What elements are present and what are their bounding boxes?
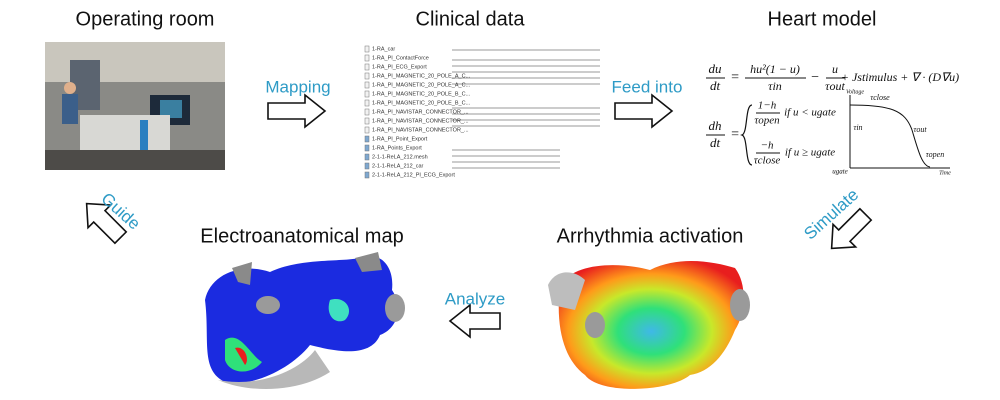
graph-label: Time (939, 170, 951, 176)
file-name: 1-RA_PI_MAGNETIC_20_POLE_B_C... (372, 91, 471, 97)
file-icon (364, 126, 370, 134)
node-title: Clinical data (416, 8, 526, 30)
graph-label: Voltage (846, 89, 864, 95)
clinical-table (452, 49, 600, 169)
ap-graph (849, 95, 950, 169)
eq-term: τout (825, 79, 845, 93)
brace (740, 104, 753, 166)
eq-term: if u < ugate (784, 107, 836, 119)
graph-label: τout (913, 125, 927, 134)
eq-term: dh (709, 118, 722, 133)
node-title: Arrhythmia activation (557, 225, 744, 247)
arrow-up-left (85, 202, 128, 245)
graph-label: τopen (926, 150, 944, 159)
file-name: 1-RA_PI_ContactForce (372, 55, 429, 61)
eq-term: du (709, 61, 723, 76)
file-name: 1-RA_PI_NAVISTAR_CONNECTOR_... (372, 127, 469, 133)
file-icon (364, 171, 370, 179)
eq-term: τopen (754, 115, 780, 127)
arrow-right (267, 93, 327, 129)
operating-room-photo (45, 42, 225, 170)
file-name: 1-RA_car (372, 46, 395, 52)
file-icon (364, 117, 370, 125)
file-icon (364, 63, 370, 71)
eq-term: = (730, 70, 739, 85)
eq-term: u (832, 62, 838, 76)
node-title: Electroanatomical map (200, 225, 403, 247)
eq-term: dt (710, 135, 721, 150)
file-name: 2-1-1-ReLA_212.mesh (372, 154, 428, 160)
file-name: 1-RA_PI_MAGNETIC_20_POLE_A_C... (372, 82, 471, 88)
file-name: 2-1-1-ReLA_212_PI_ECG_Export (372, 172, 455, 178)
node-title: Operating room (76, 8, 215, 30)
file-name: 1-RA_PI_ECG_Export (372, 64, 427, 70)
edge-label: Analyze (445, 289, 505, 308)
arrhythmia-activation (548, 261, 750, 389)
eq-term: = (730, 127, 739, 142)
edge-label: Feed into (612, 77, 683, 96)
eq-term: hu²(1 − u) (750, 62, 800, 76)
edge-label: Mapping (265, 77, 330, 96)
eq-term: 1−h (758, 100, 777, 112)
file-icon (364, 153, 370, 161)
electroanatomical-map (205, 252, 405, 390)
file-name: 1-RA_PI_MAGNETIC_20_POLE_A_C... (372, 73, 471, 79)
file-name: 1-RA_PI_NAVISTAR_CONNECTOR_... (372, 118, 469, 124)
eq-term: dt (710, 78, 721, 93)
file-name: 1-RA_PI_MAGNETIC_20_POLE_B_C... (372, 100, 471, 106)
eq-term: τin (768, 79, 782, 93)
graph-label: τin (853, 123, 862, 132)
eq-term: τclose (754, 155, 781, 167)
arrow-left (448, 303, 501, 339)
file-icon (364, 99, 370, 107)
eq-term: + Jstimulus + ∇ · (D∇u) (841, 70, 959, 84)
file-icon (364, 108, 370, 116)
file-icon (364, 45, 370, 53)
node-title: Heart model (768, 8, 877, 30)
file-icon (364, 162, 370, 170)
file-icon (364, 144, 370, 152)
file-icon (364, 81, 370, 89)
file-name: 1-RA_PI_NAVISTAR_CONNECTOR_... (372, 109, 469, 115)
arrow-right (614, 93, 674, 129)
file-icon (364, 54, 370, 62)
file-name: 2-1-1-ReLA_212_car (372, 163, 424, 169)
graph-label: τclose (870, 93, 890, 102)
eq-term: if u ≥ ugate (785, 147, 835, 159)
file-icon (364, 72, 370, 80)
arrow-down-left (830, 207, 873, 250)
file-icon (364, 135, 370, 143)
file-name: 1-RA_PI_Point_Export (372, 136, 428, 142)
eq-term: − (810, 70, 819, 85)
file-name: 1-RA_Points_Export (372, 145, 422, 151)
eq-term: −h (761, 140, 774, 152)
file-icon (364, 90, 370, 98)
graph-label: ugate (832, 168, 848, 176)
